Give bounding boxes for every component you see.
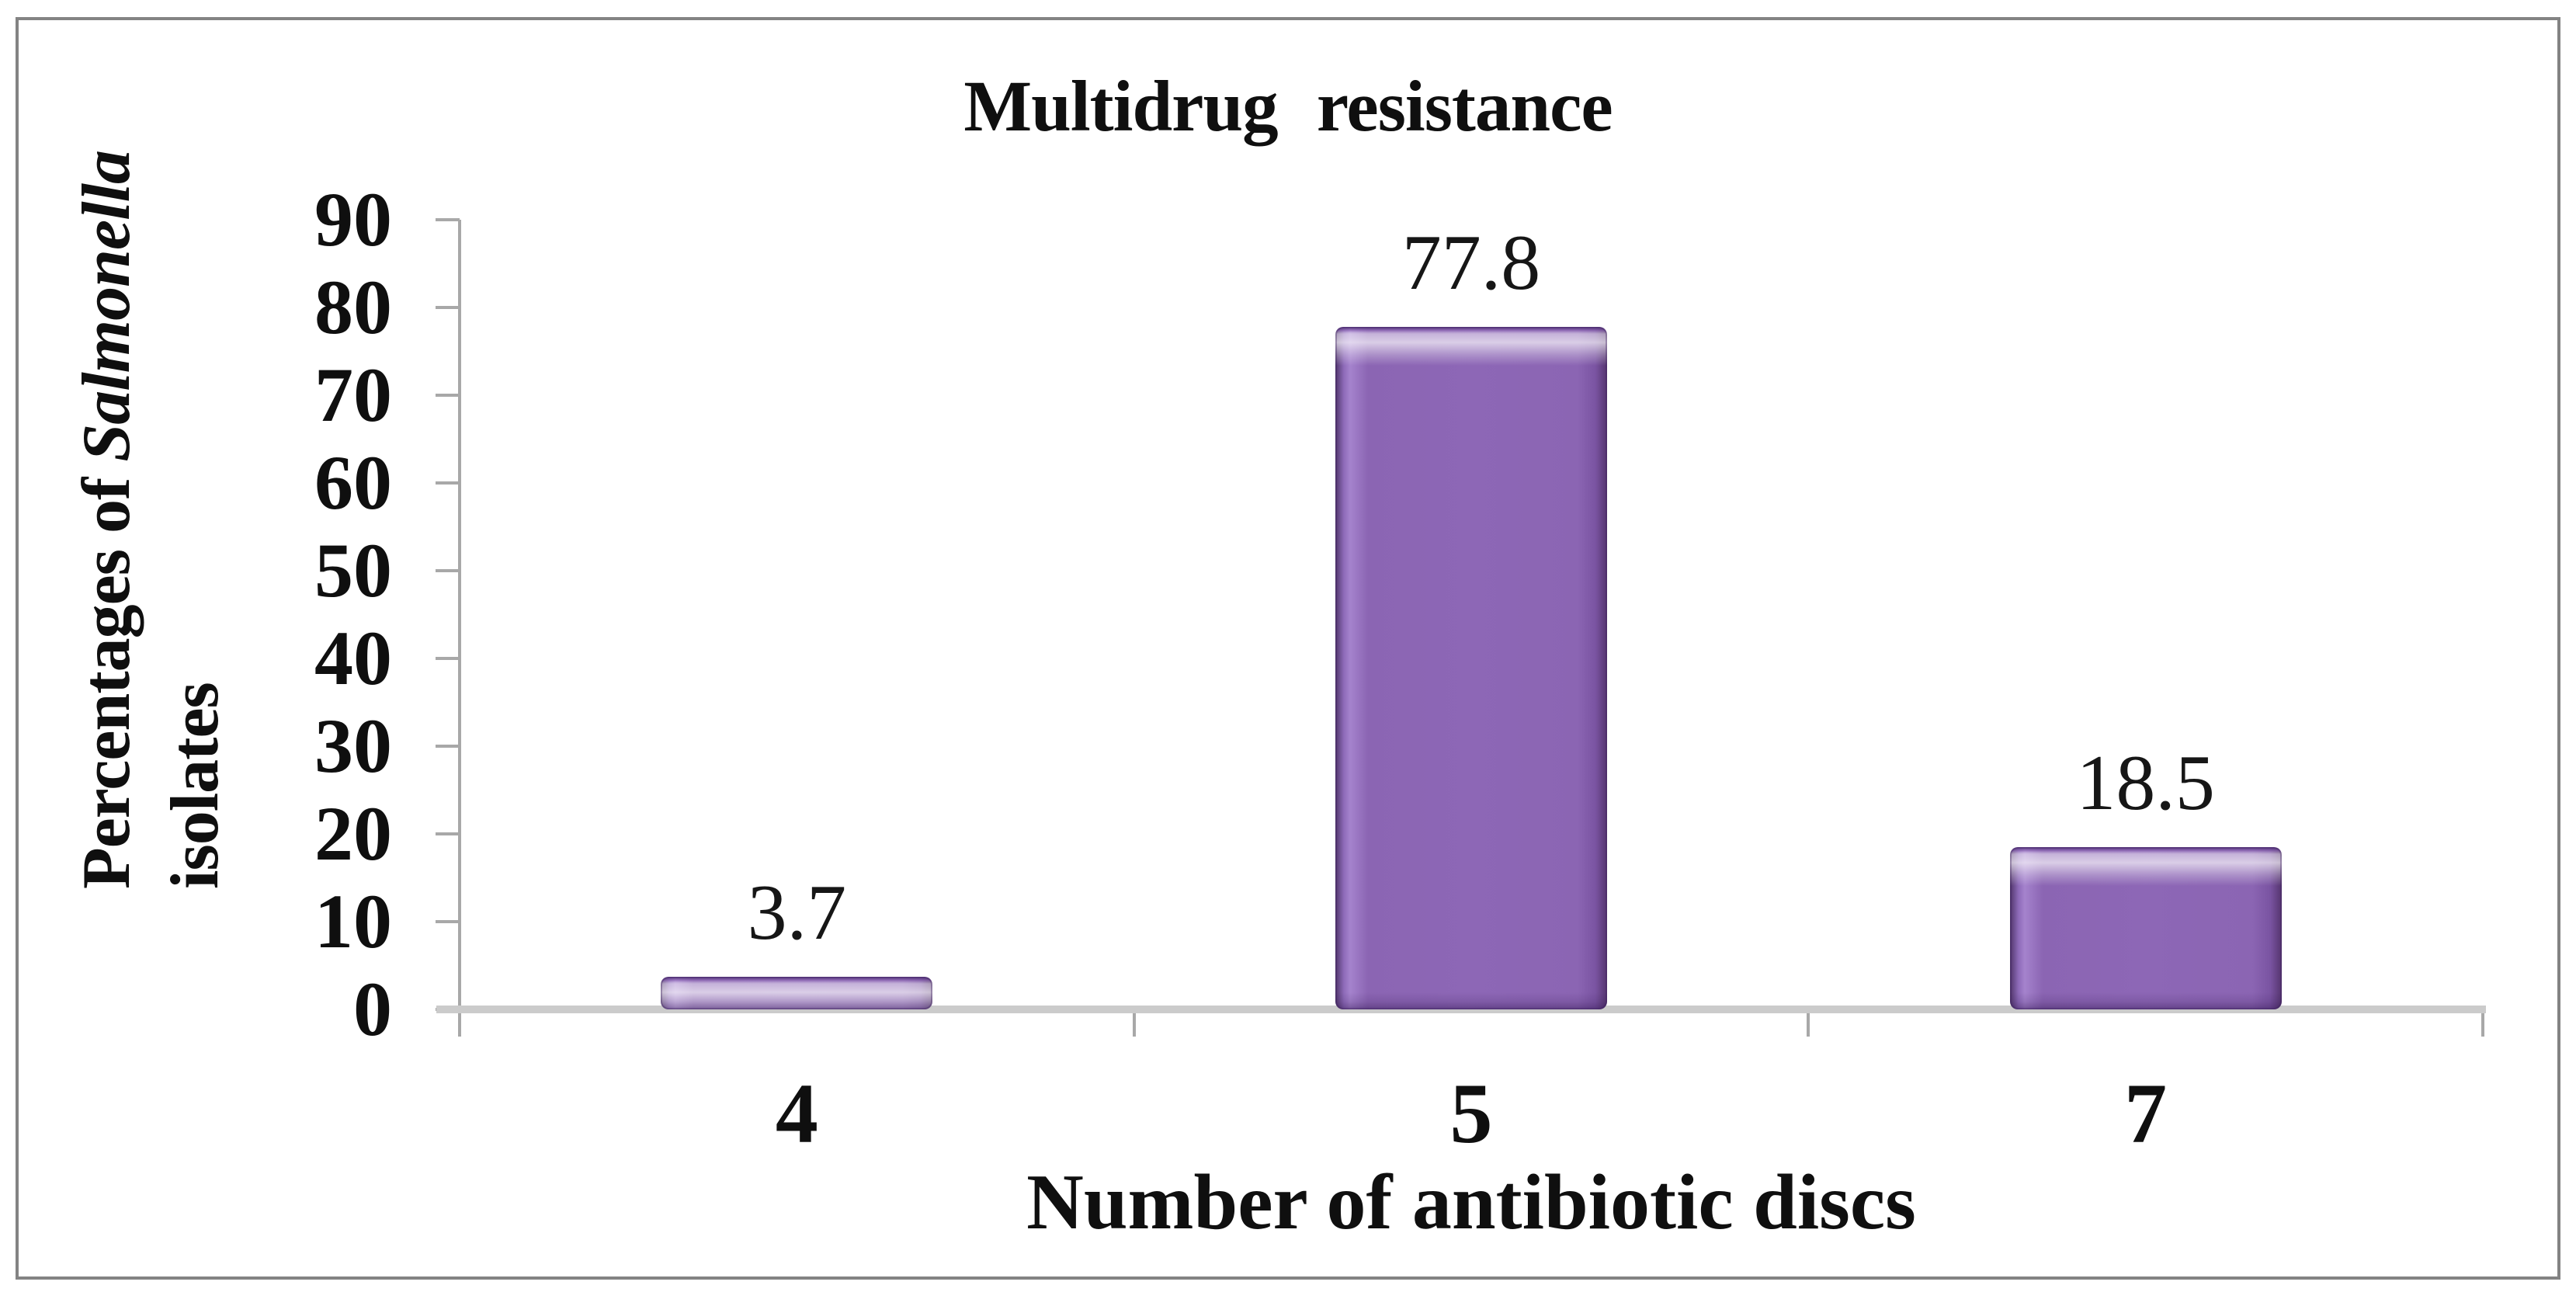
x-axis-title: Number of antibiotic discs (1026, 1158, 1916, 1246)
category-boundary-tick (1807, 1011, 1810, 1037)
y-tick-mark (436, 394, 460, 397)
y-tick-label: 20 (314, 790, 392, 877)
y-axis-line (458, 220, 461, 1012)
category-boundary-tick (2481, 1011, 2484, 1037)
category-boundary-tick (1132, 1011, 1136, 1037)
chart-title: Multidrug resistance (963, 67, 1613, 147)
bar (2009, 847, 2282, 1009)
y-tick-mark (436, 569, 460, 572)
category-boundary-tick (458, 1011, 461, 1037)
x-category-label: 4 (775, 1066, 818, 1161)
y-tick-label: 70 (314, 352, 392, 438)
chart-frame (16, 17, 2560, 1280)
y-tick-label: 80 (314, 264, 392, 350)
y-tick-label: 60 (314, 439, 392, 526)
y-tick-mark (436, 920, 460, 923)
y-tick-mark (436, 832, 460, 835)
y-tick-mark (436, 218, 460, 221)
x-category-label: 5 (1449, 1066, 1493, 1161)
bar (1335, 327, 1607, 1009)
y-axis-title-italic: Salmonella (69, 150, 144, 462)
bar-value-label: 3.7 (747, 869, 847, 957)
x-axis-line (436, 1006, 2486, 1013)
bar-value-label: 77.8 (1401, 219, 1541, 307)
y-tick-mark (436, 657, 460, 660)
y-tick-label: 0 (353, 966, 392, 1052)
y-tick-mark (436, 306, 460, 309)
bar-value-label: 18.5 (2076, 739, 2215, 827)
y-tick-label: 50 (314, 527, 392, 613)
y-tick-label: 30 (314, 703, 392, 789)
y-axis-title-text: Percentages of (69, 461, 144, 889)
y-tick-mark (436, 481, 460, 485)
bar (661, 977, 933, 1009)
x-category-label: 7 (2124, 1066, 2168, 1161)
y-tick-label: 10 (314, 878, 392, 964)
y-tick-label: 40 (314, 615, 392, 701)
y-tick-mark (436, 745, 460, 748)
y-tick-label: 90 (314, 176, 392, 262)
